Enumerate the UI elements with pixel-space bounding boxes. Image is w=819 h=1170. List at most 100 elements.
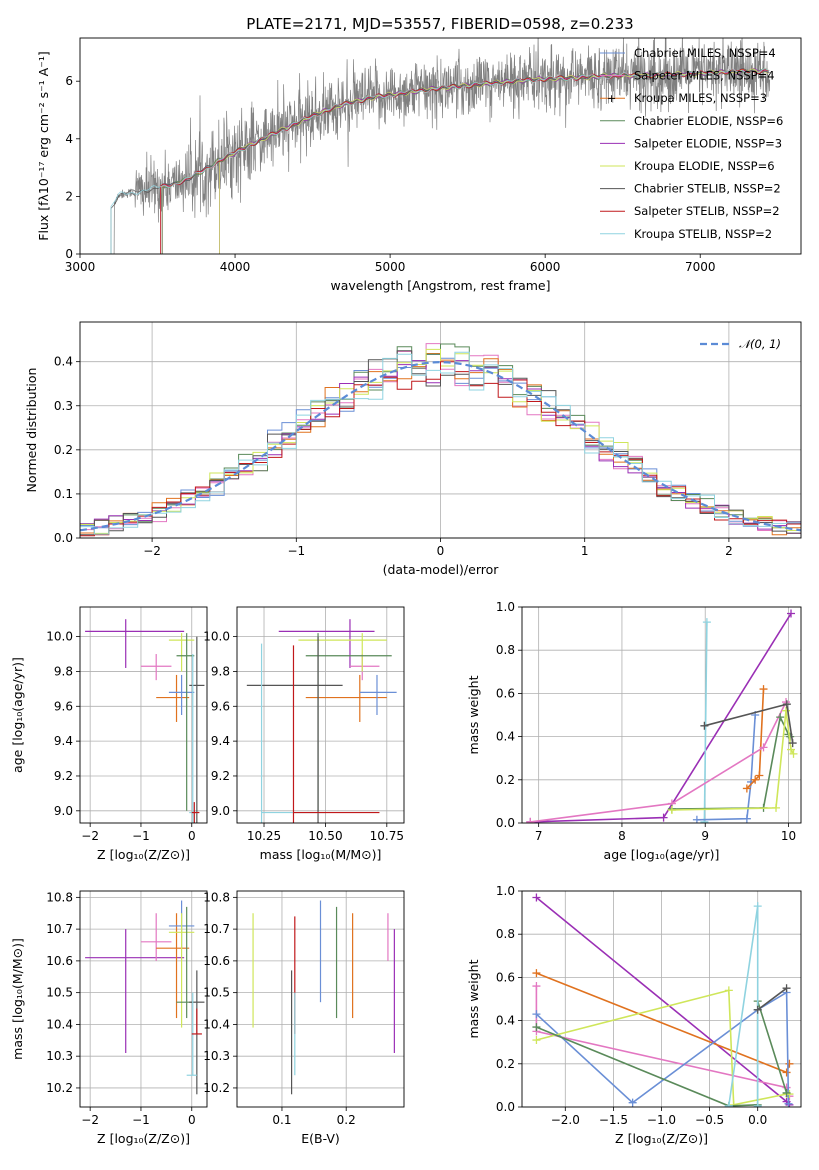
age-vs-Z-plot-area [85,619,205,823]
residuals-y-axis-label: Normed distribution [24,368,39,493]
y-tick-label: 9.8 [211,664,230,678]
mass-vs-ebv-panel: 0.1 0.2 10.2 10.3 10.4 10.5 10.6 10.7 10.8 E(B-V) [203,890,405,1146]
y-tick-label: 0.1 [54,487,73,501]
y-tick-label: 0 [65,247,73,261]
legend-entry: Kroupa STELIB, NSSP=2 [634,227,772,241]
x-tick-label: −1 [132,829,150,843]
y-tick-label: 10.7 [46,922,73,936]
x-tick-label: −1 [132,1113,150,1127]
plus-marker [789,749,798,758]
y-tick-label: 9.0 [54,804,73,818]
y-tick-label: 10.5 [203,986,230,1000]
x-tick-label: 7000 [685,260,716,274]
errorbar-point [168,674,195,715]
legend-marker: + [607,92,616,105]
mass-weight-line [536,989,790,1106]
mass-weight-vs-Z-plot-area [532,893,794,1107]
x-tick-label: 7 [535,829,543,843]
errorbar-point [305,674,387,722]
plus-marker [742,784,751,793]
y-tick-label: 0.8 [496,927,515,941]
age-vs-mass-frame [236,606,405,824]
x-tick-label: 1 [581,544,589,558]
age-vs-Z-y-axis-label: age [log₁₀(age/yr)] [10,657,25,773]
plus-marker [692,815,701,823]
plus-marker [755,771,764,780]
plus-marker [753,1101,762,1107]
mass-vs-Z-panel: −2 −1 0 10.2 10.3 10.4 10.5 10.6 10.7 10.8 Z [log₁… [10,890,208,1146]
residuals-plot-area [80,343,801,538]
y-tick-label: 0.6 [496,970,515,984]
plus-marker [532,982,541,991]
y-tick-label: 4 [65,132,73,146]
errorbar-point [168,913,195,1028]
plus-marker [702,618,711,627]
errorbar-point [140,913,172,961]
x-tick-label: 0 [188,1113,196,1127]
x-tick-label: 10 [781,829,796,843]
spectrum-model-line [110,68,770,254]
y-tick-label: 10.0 [203,630,230,644]
x-tick-label: −2.0 [551,1113,580,1127]
plus-marker [785,1059,794,1068]
x-tick-label: 8 [618,829,626,843]
errorbar-point [168,633,195,672]
errorbar-point [85,929,185,1053]
plus-marker [532,893,541,902]
x-tick-label: −1.5 [599,1113,628,1127]
mass-vs-Z-plot-area [85,900,205,1095]
legend-entry: Salpeter MILES, NSSP=4 [634,69,775,83]
x-tick-label: 9 [701,829,709,843]
y-tick-label: 10.3 [203,1049,230,1063]
mass-vs-ebv-x-axis-label: E(B-V) [301,1131,340,1146]
y-tick-label: 10.8 [203,890,230,904]
legend-entry: Salpeter ELODIE, NSSP=3 [634,136,782,150]
mass-weight-line [671,710,795,811]
spectrum-panel: 3000 4000 5000 6000 7000 0 2 4 6 wavelength [Angs… [36,37,802,293]
mass-weight-vs-Z-frame [521,890,802,1108]
y-tick-label: 1.0 [496,600,515,614]
plus-marker [751,775,760,784]
plus-marker [532,1036,541,1045]
y-tick-label: 9.2 [54,769,73,783]
y-tick-label: 9.4 [54,734,73,748]
age-vs-Z-frame [79,606,208,824]
legend-entry: Chabrier ELODIE, NSSP=6 [634,114,783,128]
y-tick-label: 0.0 [496,816,515,830]
plus-marker [526,817,535,823]
mass-vs-ebv-frame [236,890,405,1108]
spectrum-legend: Chabrier MILES, NSSP=4 Salpeter MILES, NS… [600,46,783,241]
x-tick-label: 3000 [65,260,96,274]
residuals-panel: −2 −1 0 1 2 0.0 0.1 0.2 0.3 0.4 (data-model)/error… [24,321,802,577]
x-tick-label: 5000 [375,260,406,274]
spectrum-frame [79,37,802,255]
age-vs-mass-plot-area [246,619,397,823]
y-tick-label: 9.2 [211,769,230,783]
mass-vs-ebv-plot-area [252,900,395,1095]
y-tick-label: 9.4 [211,734,230,748]
x-tick-label: 10.50 [308,829,342,843]
y-tick-label: 0.2 [496,773,515,787]
mass-vs-Z-y-axis-label: mass [log₁₀(M/M⊙)] [10,938,25,1060]
x-tick-label: −2 [81,1113,99,1127]
y-tick-label: 1.0 [496,884,515,898]
plus-marker [742,814,751,823]
y-tick-label: 10.4 [203,1017,230,1031]
y-tick-label: 6 [65,74,73,88]
y-tick-label: 0.0 [496,1100,515,1114]
x-tick-label: 0 [188,829,196,843]
y-tick-label: 0.0 [54,531,73,545]
x-tick-label: 0.1 [272,1113,291,1127]
residual-histogram [80,361,801,538]
mass-weight-line [535,991,790,1104]
errorbar-point [176,633,195,811]
x-tick-label: 0 [437,544,445,558]
spectrum-y-axis-label: Flux [fλ10⁻¹⁷ erg cm⁻² s⁻¹ A⁻¹] [36,51,51,240]
y-tick-label: 10.4 [46,1017,73,1031]
x-tick-label: 4000 [220,260,251,274]
legend-entry: Kroupa MILES, NSSP=3 [634,91,767,105]
y-tick-label: 0.2 [496,1057,515,1071]
mass-weight-vs-age-x-axis-label: age [log₁₀(age/yr)] [604,847,720,862]
y-tick-label: 2 [65,189,73,203]
